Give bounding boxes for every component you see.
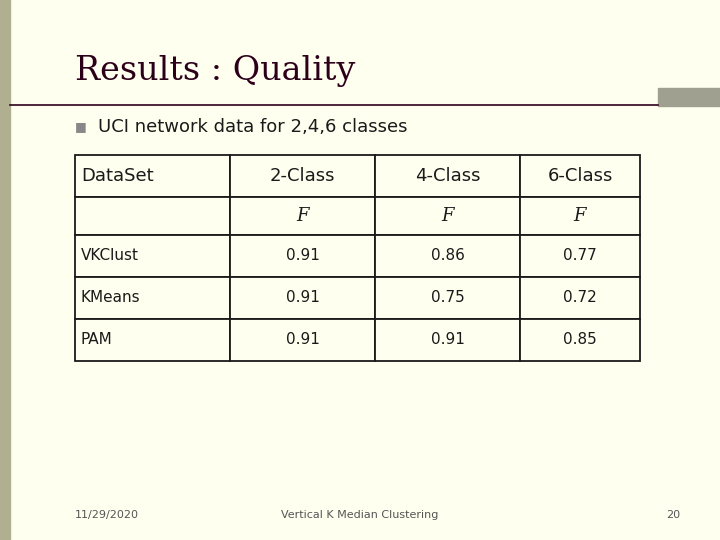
Text: F: F	[574, 207, 586, 225]
Text: 0.91: 0.91	[286, 248, 320, 264]
Text: 0.91: 0.91	[431, 333, 464, 348]
Text: 6-Class: 6-Class	[547, 167, 613, 185]
Text: 0.75: 0.75	[431, 291, 464, 306]
Text: 4-Class: 4-Class	[415, 167, 480, 185]
Text: DataSet: DataSet	[81, 167, 153, 185]
Text: 0.91: 0.91	[286, 291, 320, 306]
Text: F: F	[441, 207, 454, 225]
Text: Vertical K Median Clustering: Vertical K Median Clustering	[282, 510, 438, 520]
Text: 0.91: 0.91	[286, 333, 320, 348]
Text: 0.72: 0.72	[563, 291, 597, 306]
Text: VKClust: VKClust	[81, 248, 139, 264]
Text: 2-Class: 2-Class	[270, 167, 336, 185]
Text: 0.77: 0.77	[563, 248, 597, 264]
Text: 0.85: 0.85	[563, 333, 597, 348]
Text: 11/29/2020: 11/29/2020	[75, 510, 139, 520]
Text: 20: 20	[666, 510, 680, 520]
Text: KMeans: KMeans	[81, 291, 140, 306]
Text: ■: ■	[75, 120, 86, 133]
Text: UCI network data for 2,4,6 classes: UCI network data for 2,4,6 classes	[98, 118, 408, 136]
Text: Results : Quality: Results : Quality	[75, 55, 356, 87]
Text: PAM: PAM	[81, 333, 113, 348]
Text: F: F	[296, 207, 309, 225]
Text: 0.86: 0.86	[431, 248, 464, 264]
